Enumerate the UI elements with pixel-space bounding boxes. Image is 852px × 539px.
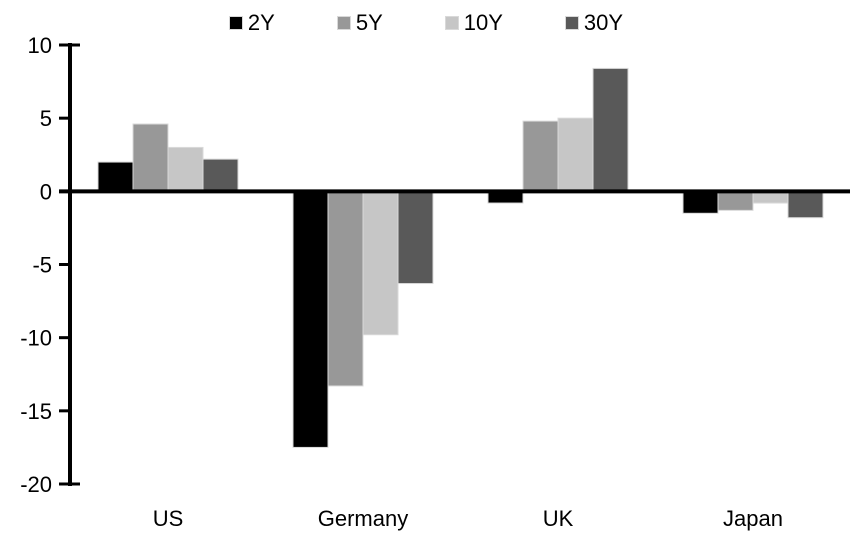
y-axis-tick-label: -20: [20, 472, 52, 497]
bar-germany-5y: [327, 190, 364, 387]
legend-swatch-10y-icon: [444, 16, 459, 30]
y-axis-tick-label: -15: [20, 399, 52, 424]
bar-us-30y: [202, 158, 239, 192]
bar-uk-30y: [592, 67, 629, 192]
legend-item-5y: 5Y: [336, 10, 383, 35]
bar-us-2y: [97, 161, 134, 192]
x-axis-category-label: UK: [543, 506, 574, 531]
legend-item-2y: 2Y: [228, 10, 275, 35]
bar-us-5y: [132, 123, 169, 192]
legend-swatch-2y-icon: [228, 16, 243, 30]
bar-germany-30y: [397, 190, 434, 285]
bar-japan-5y: [717, 190, 754, 211]
x-axis-category-label: US: [153, 506, 184, 531]
legend-swatch-5y-icon: [336, 16, 351, 30]
bar-japan-2y: [682, 190, 719, 214]
legend-item-30y: 30Y: [564, 10, 624, 35]
legend-label-10y: 10Y: [463, 10, 503, 35]
legend-swatch-30y-icon: [564, 16, 579, 30]
legend-label-30y: 30Y: [583, 10, 624, 35]
y-axis-tick-label: -5: [32, 253, 52, 278]
x-axis-category-label: Japan: [723, 506, 783, 531]
bar-uk-5y: [522, 120, 559, 192]
y-axis-tick-label: 5: [40, 106, 52, 131]
y-axis-tick-label: 10: [28, 33, 52, 58]
bar-japan-30y: [787, 190, 824, 219]
x-axis-category-label: Germany: [318, 506, 408, 531]
bar-germany-2y: [292, 190, 329, 448]
chart-legend: 2Y 5Y 10Y 30Y: [0, 8, 852, 38]
legend-label-5y: 5Y: [355, 10, 383, 35]
bar-us-10y: [167, 146, 204, 192]
bar-uk-10y: [557, 117, 594, 192]
bar-germany-10y: [362, 190, 399, 336]
y-axis-tick-label: -10: [20, 326, 52, 351]
legend-label-2y: 2Y: [247, 10, 275, 35]
y-axis-tick-label: 0: [40, 179, 52, 204]
legend-item-10y: 10Y: [444, 10, 503, 35]
